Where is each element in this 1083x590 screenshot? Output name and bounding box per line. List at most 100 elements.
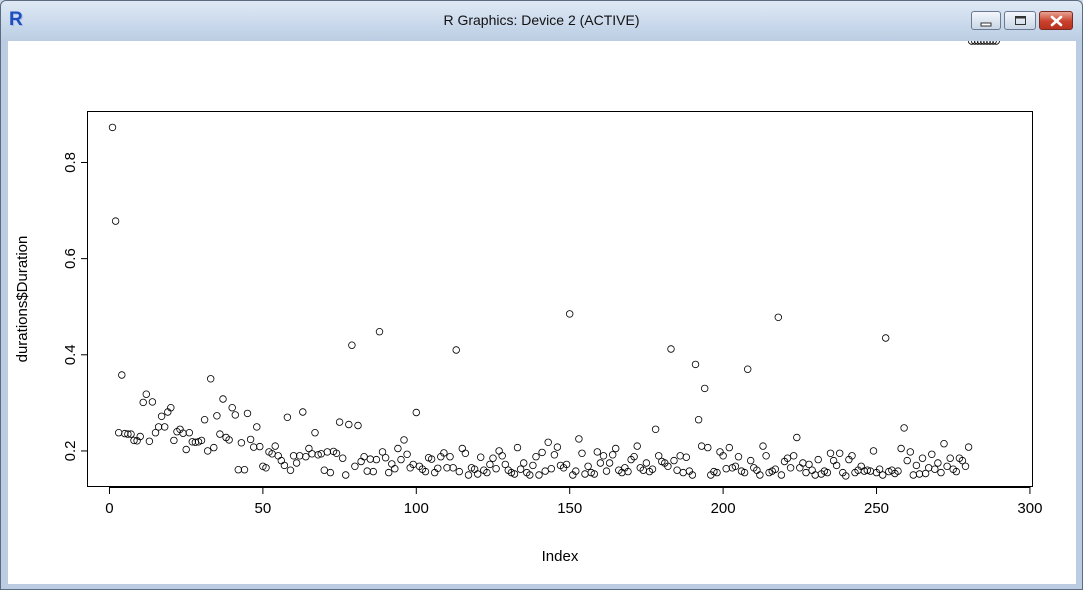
data-point (759, 442, 767, 450)
data-point (513, 443, 522, 452)
data-point (474, 470, 482, 478)
data-point (228, 404, 236, 412)
data-point (381, 454, 390, 462)
close-button[interactable] (1039, 11, 1073, 30)
data-point (118, 371, 126, 379)
plot-device-area: 0 50 100 150 200 250 300 0.2 0.4 0.6 0.8 Index du… (8, 37, 1076, 584)
data-point (461, 449, 470, 457)
data-point (915, 470, 924, 478)
y-tick-label: 0.8 (62, 152, 79, 173)
data-point (139, 398, 147, 407)
data-point (219, 395, 227, 403)
data-point (434, 464, 442, 472)
data-point (326, 468, 335, 477)
data-point (790, 452, 798, 460)
data-point (286, 466, 295, 474)
data-point (931, 465, 939, 473)
data-point (722, 465, 730, 473)
data-point (921, 469, 930, 478)
data-point (909, 471, 917, 479)
data-point (271, 442, 279, 450)
data-point (593, 448, 601, 456)
data-point (452, 346, 460, 354)
data-point (612, 444, 620, 453)
data-point (544, 438, 552, 446)
data-point (302, 453, 310, 461)
y-tick-label: 0.6 (62, 248, 79, 269)
data-point (516, 465, 525, 473)
data-point (747, 456, 755, 465)
data-point (483, 468, 491, 477)
data-point (486, 460, 494, 469)
data-point (351, 462, 359, 470)
data-point (200, 416, 209, 424)
data-point (906, 448, 914, 456)
data-point (151, 429, 160, 437)
data-point (170, 436, 178, 445)
data-point (372, 455, 381, 464)
data-point (799, 459, 807, 467)
data-point (774, 313, 782, 321)
data-point (240, 466, 249, 474)
data-point (185, 429, 193, 437)
r-app-icon: R (9, 9, 23, 30)
data-point (256, 442, 264, 451)
data-point (360, 453, 368, 461)
data-point (440, 449, 448, 457)
data-point (900, 424, 908, 432)
data-point (609, 451, 617, 459)
data-point (391, 465, 399, 473)
data-point (934, 459, 942, 467)
data-point (262, 464, 270, 472)
y-axis: 0.2 0.4 0.6 0.8 (62, 152, 88, 461)
scatter-plot: 0 50 100 150 200 250 300 0.2 0.4 0.6 0.8 Index du… (14, 37, 1042, 565)
data-point (566, 310, 574, 318)
data-point (940, 440, 948, 448)
data-point (348, 341, 356, 349)
data-point (740, 468, 749, 477)
data-point (443, 464, 451, 472)
data-point (427, 455, 436, 463)
data-point (249, 443, 258, 451)
data-point (234, 466, 242, 474)
data-point (578, 449, 586, 457)
data-point (292, 459, 301, 467)
data-point (339, 454, 347, 462)
data-point (108, 123, 117, 132)
data-point (836, 449, 844, 457)
data-point (335, 418, 344, 426)
data-point (688, 471, 697, 479)
data-point (814, 455, 822, 464)
data-point (388, 460, 396, 468)
data-point (676, 452, 684, 460)
data-point (826, 449, 835, 457)
minimize-button[interactable] (971, 11, 1001, 30)
data-point (243, 409, 252, 418)
title-bar[interactable]: R R Graphics: Device 2 (ACTIVE) (1, 1, 1082, 41)
data-point (605, 459, 614, 467)
data-point (805, 460, 813, 469)
data-point (832, 461, 841, 470)
data-point (655, 452, 663, 460)
data-point (673, 466, 681, 474)
data-point (366, 455, 374, 463)
data-point (829, 456, 838, 465)
data-point (964, 443, 973, 451)
maximize-button[interactable] (1004, 11, 1036, 30)
data-point (572, 467, 580, 475)
data-point (912, 461, 921, 470)
data-point (734, 453, 743, 461)
data-point (651, 425, 660, 433)
data-point (897, 444, 905, 453)
data-point (289, 452, 298, 460)
window-title: R Graphics: Device 2 (ACTIVE) (443, 12, 640, 28)
data-point (584, 462, 592, 470)
data-point (786, 464, 795, 472)
data-point (532, 453, 540, 461)
data-point (385, 468, 393, 477)
data-point (154, 423, 163, 431)
data-point (296, 452, 304, 460)
data-point (553, 443, 562, 451)
x-tick-label: 0 (105, 500, 113, 517)
